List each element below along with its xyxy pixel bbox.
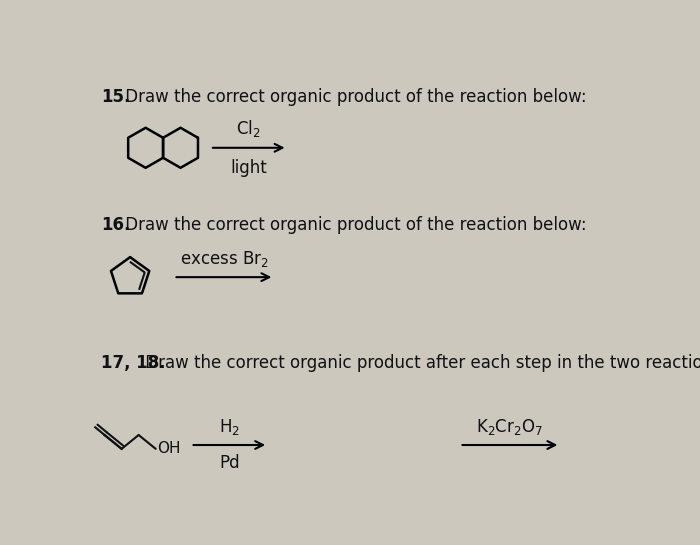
Text: Draw the correct organic product after each step in the two reactions below!: Draw the correct organic product after e… [140,354,700,372]
Text: Pd: Pd [219,454,239,473]
Text: OH: OH [158,440,181,456]
Text: excess Br$_2$: excess Br$_2$ [179,250,268,269]
Text: K$_2$Cr$_2$O$_7$: K$_2$Cr$_2$O$_7$ [476,417,543,437]
Text: Cl$_2$: Cl$_2$ [237,118,261,138]
Text: light: light [230,159,267,177]
Text: Draw the correct organic product of the reaction below:: Draw the correct organic product of the … [120,88,587,106]
Text: H$_2$: H$_2$ [219,417,240,437]
Text: 17, 18.: 17, 18. [102,354,166,372]
Text: 15.: 15. [102,88,131,106]
Text: 16.: 16. [102,216,131,234]
Text: Draw the correct organic product of the reaction below:: Draw the correct organic product of the … [120,216,587,234]
